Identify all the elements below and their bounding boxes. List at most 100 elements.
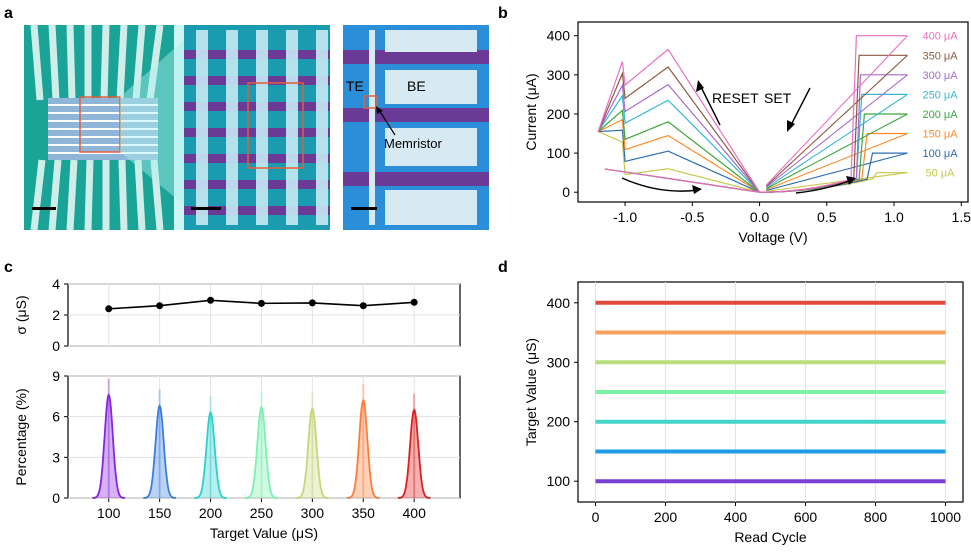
x-tick-label: 400 bbox=[403, 505, 427, 521]
label-memristor: Memristor bbox=[384, 136, 442, 151]
y-tick-label: 3 bbox=[52, 449, 60, 465]
x-tick-label: 0.5 bbox=[817, 209, 837, 225]
distribution-area bbox=[296, 408, 329, 498]
distribution-curve bbox=[346, 398, 380, 499]
y-tick-label: 0 bbox=[562, 184, 570, 200]
y-axis-label: Current (μA) bbox=[523, 73, 539, 150]
micrograph-device: TE BE Memristor bbox=[343, 25, 489, 230]
arrow-reset-return bbox=[621, 177, 699, 192]
x-tick-label: 100 bbox=[97, 505, 121, 521]
legend-label: 100 μA bbox=[922, 148, 958, 160]
distribution-curve bbox=[92, 393, 126, 499]
distribution-area bbox=[92, 395, 126, 498]
legend-label: 350 μA bbox=[922, 50, 958, 62]
iv-set-return-curve bbox=[766, 132, 908, 191]
x-tick-label: 600 bbox=[794, 509, 818, 525]
distribution-curve bbox=[245, 405, 278, 499]
arrow-head bbox=[846, 176, 856, 185]
plot-frame bbox=[577, 21, 969, 203]
iv-set-return-curve bbox=[765, 54, 908, 187]
scale-bar bbox=[191, 207, 221, 210]
x-axis-label: Voltage (V) bbox=[738, 229, 807, 245]
distribution-curve bbox=[194, 411, 227, 499]
scale-bar bbox=[32, 207, 56, 210]
arrow-reset bbox=[699, 84, 721, 126]
panel-letter-d: d bbox=[498, 259, 508, 276]
iv-set-return-curve bbox=[766, 113, 908, 190]
sigma-point bbox=[410, 298, 418, 306]
x-tick-label: 1.5 bbox=[952, 209, 971, 225]
plot-frame bbox=[577, 281, 964, 503]
x-tick-label: 200 bbox=[654, 509, 678, 525]
y-tick-label: 100 bbox=[547, 145, 571, 161]
scale-bar bbox=[351, 207, 377, 210]
iv-return-curve bbox=[604, 168, 760, 193]
x-tick-label: 400 bbox=[724, 509, 748, 525]
legend-label: 300 μA bbox=[922, 70, 958, 82]
arrow-set-return bbox=[795, 179, 853, 194]
legend-label: 400 μA bbox=[922, 31, 958, 43]
y-tick-label: 400 bbox=[547, 28, 571, 44]
legend-label: 250 μA bbox=[922, 89, 958, 101]
panel-letter-b: b bbox=[498, 5, 508, 22]
y-tick-label: 0 bbox=[52, 338, 60, 354]
chart-iv-curves: -1.0 -0.5 0.0 0.5 1.0 1.5 0 100 200 300 400 Voltage… bbox=[523, 21, 971, 245]
micrograph-array-zoom bbox=[184, 25, 330, 230]
sigma-point bbox=[207, 296, 215, 304]
y-tick-label: 100 bbox=[547, 473, 571, 489]
legend-label: 200 μA bbox=[922, 109, 958, 121]
x-axis-label: Target Value (μS) bbox=[210, 525, 318, 541]
sigma-point bbox=[105, 305, 113, 313]
x-axis-label: Read Cycle bbox=[734, 529, 807, 545]
distribution-area bbox=[245, 407, 278, 498]
sigma-point bbox=[308, 299, 316, 307]
zoom-box bbox=[79, 96, 121, 153]
x-tick-label: -0.5 bbox=[680, 209, 704, 225]
panel-letter-c: c bbox=[4, 259, 13, 276]
y-tick-label: 300 bbox=[547, 67, 571, 83]
iv-set-return-curve bbox=[765, 74, 908, 188]
distribution-curve bbox=[296, 406, 329, 499]
chart-distribution: 100 150 200 250 300 350 400 0 3 6 9 Target Value (μ… bbox=[13, 368, 461, 541]
annotation-reset: RESET bbox=[712, 90, 759, 106]
y-tick-label: 200 bbox=[547, 414, 571, 430]
iv-reset-curve bbox=[597, 118, 760, 193]
x-tick-label: 350 bbox=[352, 505, 376, 521]
distribution-area bbox=[346, 400, 380, 498]
sigma-point bbox=[257, 299, 265, 307]
iv-reset-curve bbox=[597, 94, 761, 193]
y-tick-label: 9 bbox=[52, 368, 60, 384]
y-tick-label: 300 bbox=[547, 354, 571, 370]
iv-set-return-curve bbox=[766, 172, 908, 192]
iv-set-return-curve bbox=[765, 93, 908, 189]
iv-reset-curve bbox=[597, 131, 760, 193]
chart-retention: 0 200 400 600 800 1000 100 200 300 400 Read Cycle T… bbox=[523, 281, 964, 545]
sigma-point bbox=[156, 302, 164, 310]
legend-label: 50 μA bbox=[926, 168, 956, 180]
y-tick-label: 400 bbox=[547, 295, 571, 311]
y-tick-label: 2 bbox=[52, 307, 60, 323]
x-tick-label: 1.0 bbox=[884, 209, 904, 225]
legend-label: 150 μA bbox=[922, 129, 958, 141]
label-te: TE bbox=[346, 78, 364, 94]
distribution-area bbox=[194, 412, 227, 498]
y-tick-label: 4 bbox=[52, 276, 60, 292]
y-axis-label: Target Value (μS) bbox=[523, 338, 539, 446]
chart-sigma: 0 2 4 σ (μS) bbox=[13, 276, 461, 354]
arrow-set bbox=[789, 87, 811, 128]
distribution-curve bbox=[143, 404, 177, 499]
iv-reset-curve bbox=[597, 109, 760, 193]
iv-reset-curve bbox=[597, 48, 761, 193]
iv-reset-curve bbox=[597, 83, 761, 193]
arrow-head bbox=[696, 80, 704, 92]
annotation-set: SET bbox=[764, 90, 792, 106]
iv-set-return-curve bbox=[765, 35, 908, 186]
x-tick-label: 250 bbox=[250, 505, 274, 521]
y-axis-label: σ (μS) bbox=[13, 295, 29, 334]
micrograph-array-overview bbox=[24, 24, 174, 231]
x-tick-label: 200 bbox=[199, 505, 223, 521]
x-tick-label: 0 bbox=[592, 509, 600, 525]
arrow-head bbox=[692, 185, 702, 194]
x-tick-label: 0.0 bbox=[750, 209, 770, 225]
